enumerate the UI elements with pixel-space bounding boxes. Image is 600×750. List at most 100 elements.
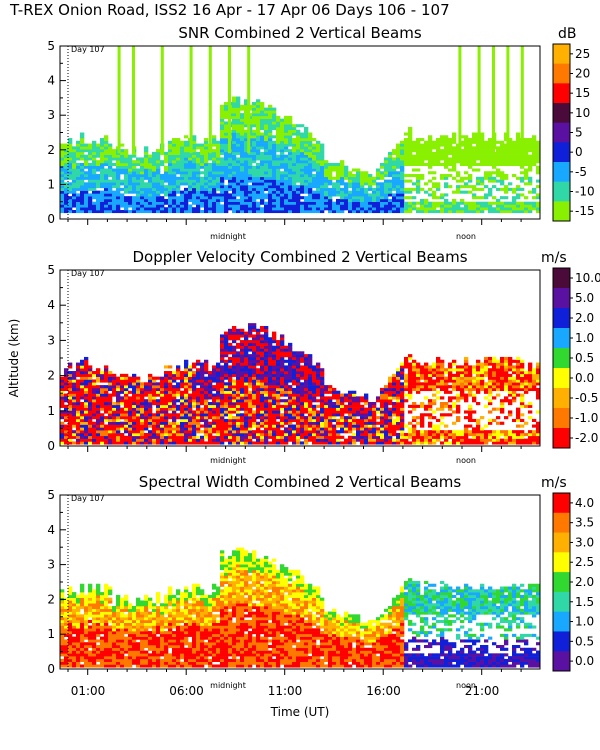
heatmap-cell (224, 413, 229, 417)
heatmap-cell (76, 402, 81, 406)
heatmap-cell (340, 179, 345, 183)
heatmap-cell (188, 418, 193, 423)
heatmap-cell (360, 421, 365, 425)
panel-snr: SNR Combined 2 Vertical Beams Day 107 mi… (47, 24, 594, 241)
heatmap-cell (264, 379, 269, 383)
heatmap-cell (264, 113, 269, 117)
heatmap-cell (176, 143, 181, 147)
heatmap-cell (184, 157, 189, 161)
heatmap-cell (208, 435, 213, 439)
heatmap-cell (220, 340, 225, 344)
heatmap-cell (380, 182, 385, 186)
heatmap-cell (232, 207, 237, 211)
heatmap-cell (292, 407, 297, 411)
heatmap-cell (128, 424, 133, 428)
heatmap-cell (224, 331, 229, 335)
heatmap-cell (232, 359, 237, 363)
heatmap-cell (156, 441, 161, 445)
heatmap-cell (408, 138, 413, 142)
heatmap-cell (240, 359, 245, 363)
heatmap-cell (160, 379, 165, 383)
heatmap-cell (272, 368, 277, 372)
heatmap-cell (236, 410, 241, 414)
heatmap-cell (92, 174, 97, 178)
heatmap-cell (116, 196, 121, 200)
heatmap-cell (196, 438, 201, 442)
heatmap-cell (176, 160, 181, 164)
heatmap-cell (104, 149, 109, 153)
heatmap-cell (184, 165, 189, 169)
heatmap-cell (100, 201, 105, 205)
heatmap-cell (416, 179, 421, 183)
heatmap-cell (536, 210, 541, 214)
heatmap-cell (184, 371, 189, 375)
heatmap-cell (88, 432, 93, 437)
colorbar-label: 15 (575, 86, 590, 100)
heatmap-cell (188, 171, 193, 175)
heatmap-cell (72, 174, 77, 178)
heatmap-cell (268, 121, 273, 125)
heatmap-cell (284, 427, 289, 431)
heatmap-cell (204, 376, 209, 380)
heatmap-cell (192, 151, 197, 155)
heatmap-cell (352, 176, 357, 180)
heatmap-cell (160, 196, 165, 200)
heatmap-cell (84, 356, 89, 361)
heatmap-cell (176, 441, 181, 445)
heatmap-cell (528, 149, 533, 153)
heatmap-cell (60, 204, 65, 208)
heatmap-cell (192, 210, 197, 214)
heatmap-cell (240, 174, 245, 178)
heatmap-cell (296, 162, 301, 167)
heatmap-cell (84, 187, 89, 191)
heatmap-cell (188, 198, 193, 202)
heatmap-cell (436, 154, 441, 158)
heatmap-cell (224, 382, 229, 386)
heatmap-cell (144, 176, 149, 180)
heatmap-cell (332, 187, 337, 191)
heatmap-cell (224, 340, 229, 344)
heatmap-cell (80, 373, 85, 377)
heatmap-cell (80, 404, 85, 408)
heatmap-cell (244, 413, 249, 417)
heatmap-cell (92, 404, 97, 408)
heatmap-cell (480, 151, 485, 155)
heatmap-cell (308, 168, 313, 172)
heatmap-cell (304, 207, 309, 211)
heatmap-cell (244, 113, 249, 117)
heatmap-cell (112, 435, 117, 439)
heatmap-cell (64, 441, 69, 445)
heatmap-cell (268, 124, 273, 128)
heatmap-cell (172, 418, 177, 423)
heatmap-cell (264, 121, 269, 125)
heatmap-cell (248, 157, 253, 161)
heatmap-cell (64, 385, 69, 389)
panel-doppler: Doppler Velocity Combined 2 Vertical Bea… (7, 248, 600, 465)
heatmap-cell (268, 348, 273, 352)
heatmap-cell (260, 416, 265, 420)
heatmap-cell (300, 165, 305, 169)
heatmap-cell (412, 174, 417, 178)
heatmap-cell (308, 176, 313, 180)
heatmap-cell (180, 373, 185, 377)
heatmap-cell (352, 410, 357, 414)
heatmap-cell (64, 438, 69, 442)
heatmap-cell (104, 162, 109, 167)
heatmap-cell (128, 154, 133, 158)
heatmap-cell (312, 432, 317, 437)
heatmap-cell (68, 371, 73, 375)
heatmap-cell (292, 390, 297, 394)
heatmap-cell (292, 356, 297, 361)
heatmap-cell (156, 168, 161, 172)
heatmap-cell (348, 396, 353, 400)
heatmap-cell (296, 196, 301, 200)
heatmap-cell (364, 171, 369, 175)
heatmap-cell (488, 210, 493, 214)
heatmap-cell (296, 185, 301, 189)
heatmap-cell (416, 168, 421, 172)
heatmap-cell (404, 179, 409, 183)
heatmap-cell (216, 435, 221, 439)
heatmap-cell (236, 331, 241, 335)
heatmap-cell (216, 371, 221, 375)
heatmap-cell (224, 113, 229, 117)
